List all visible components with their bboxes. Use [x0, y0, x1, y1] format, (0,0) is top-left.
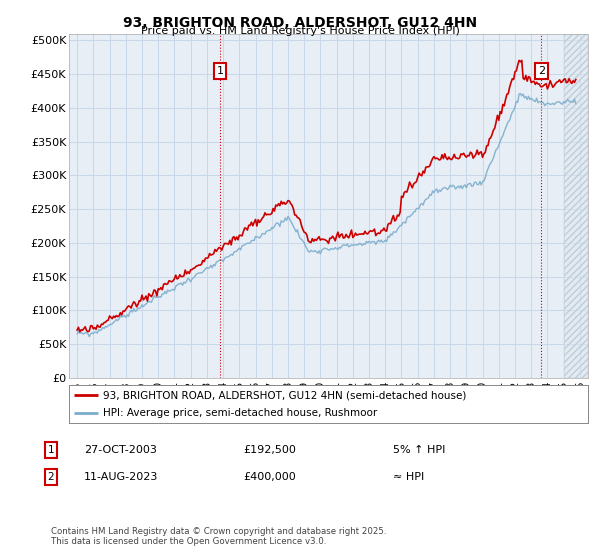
Text: 11-AUG-2023: 11-AUG-2023 [84, 472, 158, 482]
Text: 93, BRIGHTON ROAD, ALDERSHOT, GU12 4HN (semi-detached house): 93, BRIGHTON ROAD, ALDERSHOT, GU12 4HN (… [103, 390, 466, 400]
Text: 27-OCT-2003: 27-OCT-2003 [84, 445, 157, 455]
Text: 93, BRIGHTON ROAD, ALDERSHOT, GU12 4HN: 93, BRIGHTON ROAD, ALDERSHOT, GU12 4HN [123, 16, 477, 30]
Text: £400,000: £400,000 [243, 472, 296, 482]
Text: HPI: Average price, semi-detached house, Rushmoor: HPI: Average price, semi-detached house,… [103, 408, 377, 418]
Text: 1: 1 [47, 445, 55, 455]
Text: Contains HM Land Registry data © Crown copyright and database right 2025.
This d: Contains HM Land Registry data © Crown c… [51, 526, 386, 546]
Text: 2: 2 [47, 472, 55, 482]
Text: 1: 1 [217, 66, 224, 76]
Text: 2: 2 [538, 66, 545, 76]
Text: 5% ↑ HPI: 5% ↑ HPI [393, 445, 445, 455]
Polygon shape [563, 34, 588, 378]
Text: £192,500: £192,500 [243, 445, 296, 455]
Text: Price paid vs. HM Land Registry's House Price Index (HPI): Price paid vs. HM Land Registry's House … [140, 26, 460, 36]
Text: ≈ HPI: ≈ HPI [393, 472, 424, 482]
